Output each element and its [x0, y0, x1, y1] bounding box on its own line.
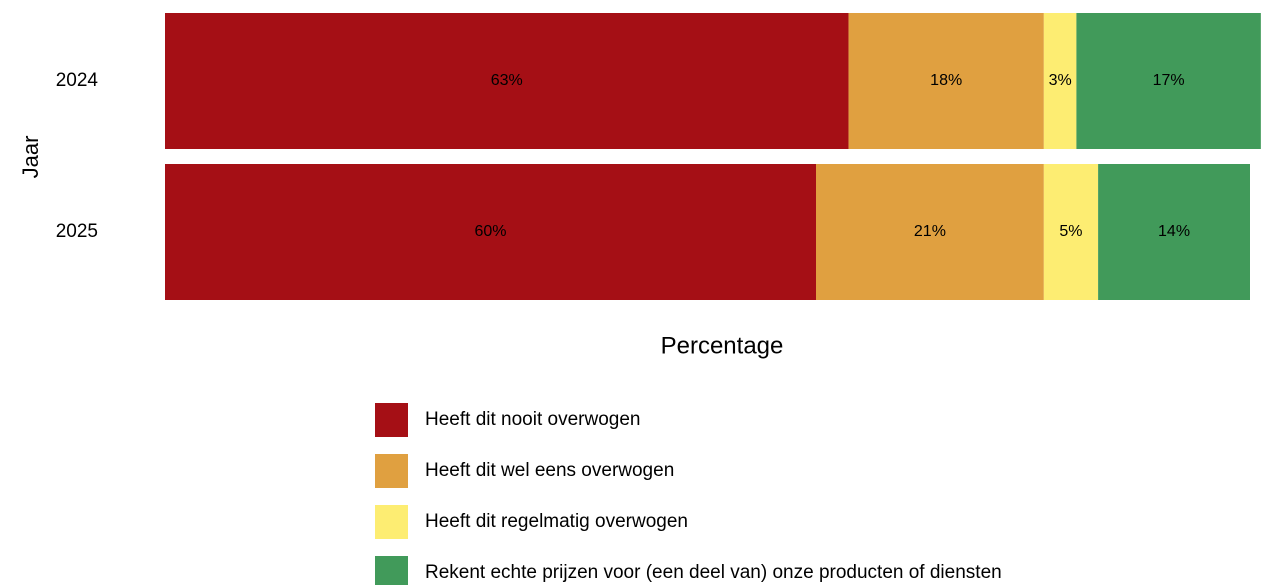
bar-segment — [1076, 13, 1261, 149]
bar-segment — [1043, 164, 1099, 300]
bar-segment — [816, 164, 1044, 300]
bar-segment — [1043, 13, 1077, 149]
legend-label: Heeft dit wel eens overwogen — [425, 460, 674, 481]
legend-swatch — [375, 556, 408, 585]
y-tick-label: 2024 — [56, 70, 99, 91]
value-label: 5% — [1059, 223, 1082, 240]
legend-swatch — [375, 454, 408, 488]
legend-label: Heeft dit nooit overwogen — [425, 409, 640, 430]
legend-swatch — [375, 403, 408, 437]
value-label: 17% — [1153, 72, 1185, 89]
bar-segment — [848, 13, 1044, 149]
value-label: 21% — [914, 223, 946, 240]
x-axis-label: Percentage — [661, 332, 784, 359]
value-label: 14% — [1158, 223, 1190, 240]
value-label: 63% — [491, 72, 523, 89]
value-label: 3% — [1049, 72, 1072, 89]
legend-label: Rekent echte prijzen voor (een deel van)… — [425, 562, 1002, 583]
value-label: 60% — [474, 223, 506, 240]
value-label: 18% — [930, 72, 962, 89]
legend-label: Heeft dit regelmatig overwogen — [425, 511, 688, 532]
bar-segment — [165, 164, 816, 300]
y-tick-label: 2025 — [56, 221, 98, 242]
y-axis-label: Jaar — [18, 136, 43, 179]
legend-swatch — [375, 505, 408, 539]
bar-segment — [1098, 164, 1250, 300]
bar-segment — [165, 13, 849, 149]
